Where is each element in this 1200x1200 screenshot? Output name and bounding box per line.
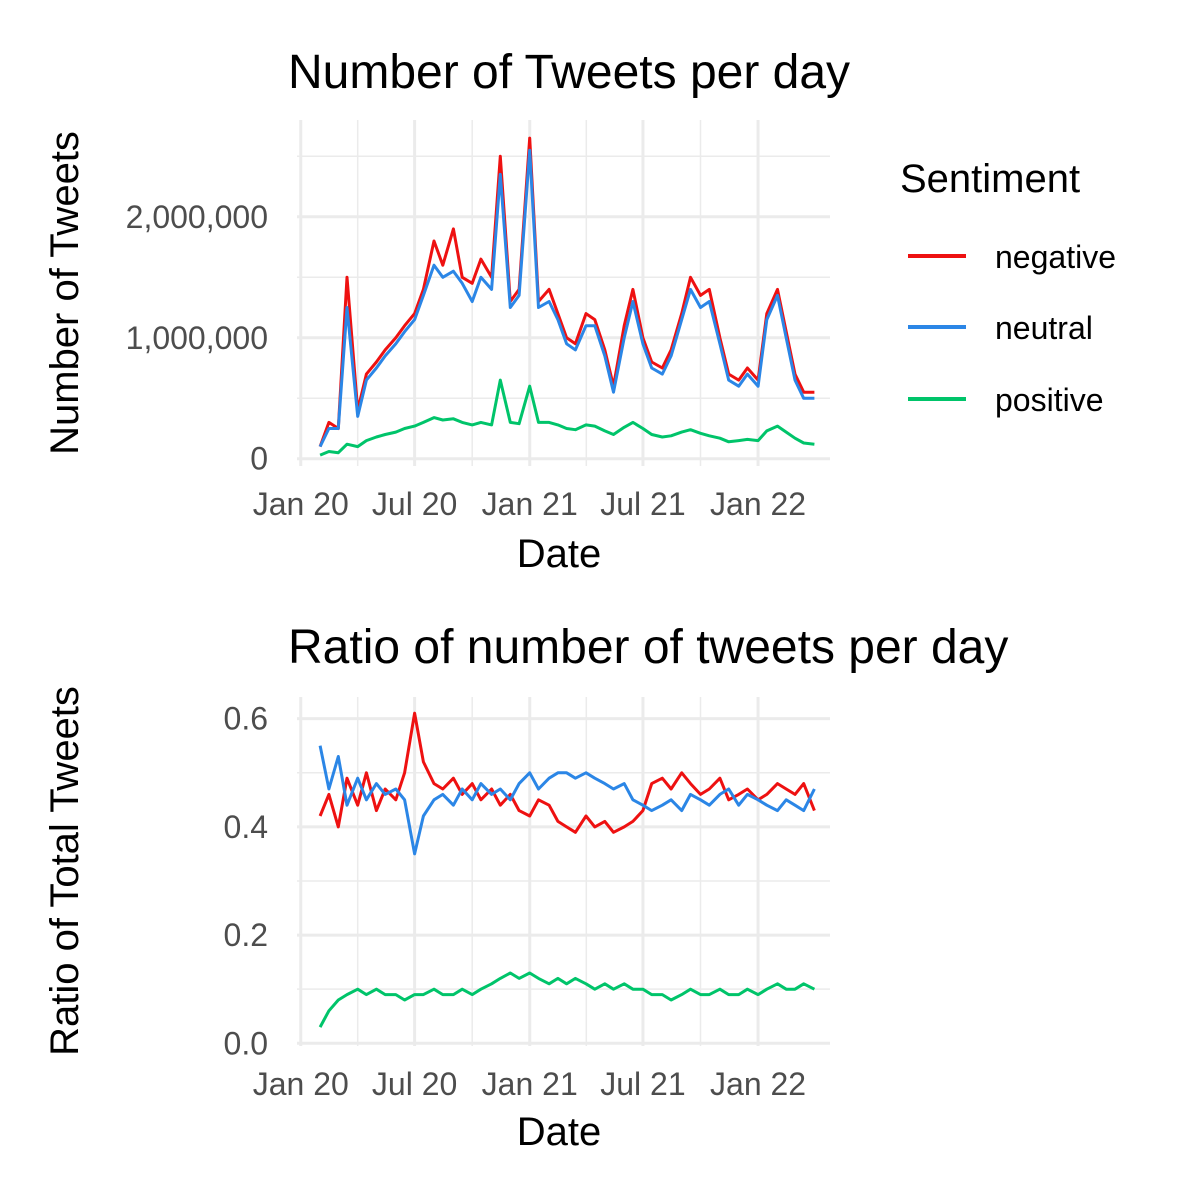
x-tick-label: Jan 22: [710, 486, 806, 522]
legend-title: Sentiment: [900, 157, 1080, 201]
legend-item-positive: positive: [908, 382, 1104, 418]
series-lines: [318, 136, 815, 457]
x-tick-label: Jul 20: [372, 1066, 457, 1102]
chart-title: Number of Tweets per day: [288, 46, 850, 99]
chart-title: Ratio of number of tweets per day: [288, 621, 1008, 674]
x-tick-labels: Jan 20 Jul 20 Jan 21 Jul 21 Jan 22: [253, 1066, 806, 1102]
y-tick-label: 0.4: [224, 809, 268, 845]
series-line-positive: [319, 378, 815, 457]
tweets-per-day-panel: Number of Tweets per day 0 1,000,000 2,000…: [43, 46, 850, 576]
legend-item-negative: negative: [908, 239, 1116, 275]
ratio-panel: Ratio of number of tweets per day 0.0 0.2…: [43, 621, 1008, 1154]
y-axis-label: Number of Tweets: [43, 131, 87, 455]
y-tick-label: 2,000,000: [126, 199, 268, 235]
legend-label-positive: positive: [995, 382, 1104, 418]
y-tick-labels: 0.0 0.2 0.4 0.6: [224, 701, 268, 1062]
grid: [297, 120, 830, 466]
x-axis-label: Date: [517, 1110, 602, 1154]
x-tick-label: Jul 21: [600, 486, 685, 522]
series-line-negative: [318, 136, 815, 448]
y-tick-labels: 0 1,000,000 2,000,000: [126, 199, 268, 477]
legend: Sentiment negative neutral positive: [900, 157, 1116, 418]
y-tick-label: 1,000,000: [126, 320, 268, 356]
y-axis-label: Ratio of Total Tweets: [43, 686, 87, 1056]
grid: [297, 697, 830, 1046]
series-line-positive: [318, 971, 816, 1028]
x-tick-label: Jul 21: [600, 1066, 685, 1102]
x-tick-label: Jan 22: [710, 1066, 806, 1102]
x-tick-label: Jan 20: [253, 486, 349, 522]
x-tick-label: Jan 20: [253, 1066, 349, 1102]
series-line-negative: [318, 711, 816, 834]
y-tick-label: 0.6: [224, 701, 268, 737]
legend-item-neutral: neutral: [908, 310, 1093, 346]
y-tick-label: 0.0: [224, 1025, 268, 1061]
series-lines: [318, 711, 816, 1028]
x-tick-label: Jul 20: [372, 486, 457, 522]
series-line-neutral: [318, 148, 815, 448]
y-tick-label: 0: [250, 441, 268, 477]
legend-label-neutral: neutral: [995, 310, 1093, 346]
x-axis-label: Date: [517, 532, 602, 576]
x-tick-label: Jan 21: [482, 1066, 578, 1102]
x-tick-label: Jan 21: [482, 486, 578, 522]
series-line-neutral: [318, 745, 816, 856]
y-tick-label: 0.2: [224, 917, 268, 953]
legend-label-negative: negative: [995, 239, 1116, 275]
x-tick-labels: Jan 20 Jul 20 Jan 21 Jul 21 Jan 22: [253, 486, 806, 522]
